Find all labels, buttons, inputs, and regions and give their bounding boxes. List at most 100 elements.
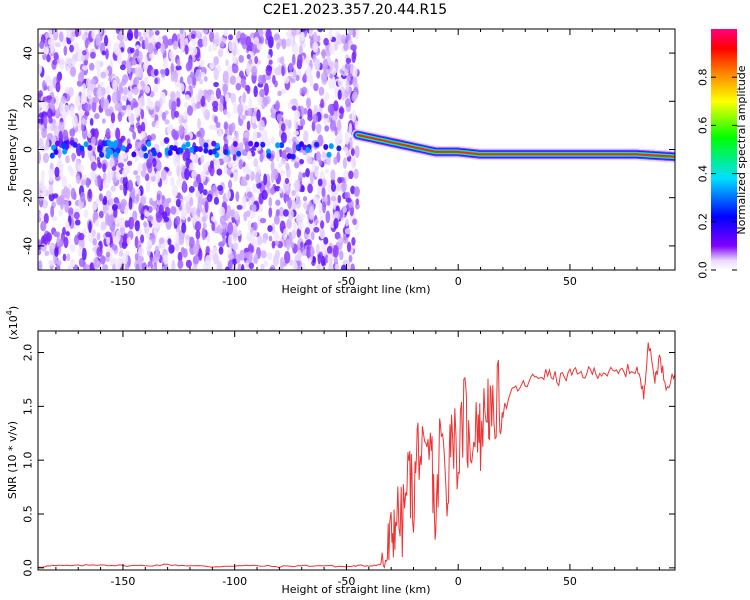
- spectrogram-noise-speck: [96, 232, 101, 241]
- spectrogram-noise-speck: [241, 114, 247, 120]
- spectrogram-noise-speck: [73, 42, 80, 53]
- spectrogram-noise-speck: [247, 168, 252, 176]
- spectrogram-noise-speck: [39, 211, 44, 219]
- spectrogram-zero-band-speck: [188, 146, 194, 153]
- spectrogram-noise-speck: [333, 257, 339, 266]
- spectrogram-noise-speck: [313, 31, 318, 44]
- spectrogram-noise-speck: [58, 194, 65, 205]
- spectrogram-noise-speck: [329, 106, 335, 117]
- spectrogram-noise-speck: [339, 250, 344, 261]
- spectrogram-noise-speck: [170, 205, 177, 215]
- spectrogram-noise-speck: [297, 54, 303, 66]
- spectrogram-noise-speck: [311, 256, 316, 263]
- spectrogram-noise-speck: [136, 176, 141, 186]
- spectrogram-zero-band-speck: [62, 148, 68, 155]
- spectrogram-noise-speck: [285, 38, 291, 48]
- spectrogram-noise-speck: [323, 37, 329, 46]
- spectrogram-noise-speck: [232, 242, 239, 251]
- spectrogram-noise-speck: [342, 206, 347, 213]
- spectrogram-noise-speck: [69, 106, 75, 118]
- spectrogram-noise-speck: [76, 175, 81, 185]
- spectrogram-noise-speck: [328, 77, 333, 90]
- spectrogram-noise-speck: [268, 235, 273, 242]
- spectrogram-noise-speck: [313, 196, 320, 205]
- spectrogram-noise-speck: [208, 44, 213, 53]
- spectrogram-noise-speck: [134, 235, 139, 249]
- spectrogram-noise-speck: [239, 249, 245, 261]
- spectrogram-noise-speck: [46, 54, 51, 63]
- spectrogram-noise-speck: [334, 231, 341, 240]
- spectrogram-noise-speck: [329, 72, 334, 80]
- spectrogram-noise-speck: [46, 132, 54, 141]
- spectrogram-noise-speck: [97, 174, 101, 188]
- spectrogram-noise-speck: [256, 182, 262, 189]
- spectrogram-noise-speck: [180, 246, 185, 255]
- spectrogram-noise-speck: [140, 196, 147, 206]
- spectrogram-zero-band-speck: [197, 146, 203, 153]
- spectrogram-noise-speck: [153, 69, 159, 77]
- spectrogram-noise-speck: [175, 198, 181, 208]
- colorbar: 0.0 0.2 0.4 0.6 0.8 Normalized spectral ampl…: [697, 29, 748, 279]
- spectrogram-noise-speck: [231, 258, 238, 265]
- spectrogram-noise-speck: [80, 179, 86, 186]
- spectrogram-noise-speck: [317, 178, 323, 187]
- spectrogram-noise-speck: [328, 60, 335, 68]
- spectrogram-noise-speck: [147, 266, 152, 270]
- spectrogram-noise-speck: [281, 38, 287, 50]
- spectrogram-noise-speck: [294, 179, 301, 192]
- spectrogram-noise-speck: [117, 162, 125, 169]
- spectrogram-noise-speck: [154, 30, 160, 36]
- spectrogram-noise-speck: [220, 41, 225, 48]
- spectrogram-ylabel: Frequency (Hz): [6, 109, 19, 192]
- spectrogram-noise-speck: [89, 118, 94, 126]
- spectrogram-noise-speck: [265, 64, 272, 76]
- spectrogram-noise-speck: [81, 117, 86, 125]
- spectrogram-noise-speck: [69, 128, 76, 137]
- spectrogram-noise-speck: [236, 230, 242, 237]
- spectrogram-zero-band-speck: [211, 140, 217, 147]
- spectrogram-noise-speck: [216, 224, 222, 234]
- spectrogram-noise-speck: [154, 77, 159, 85]
- spectrogram-noise-speck: [259, 153, 264, 163]
- spectrogram-noise-speck: [128, 71, 133, 81]
- spectrogram-noise-speck: [232, 154, 237, 162]
- spectrogram-zero-band-speck: [266, 152, 272, 159]
- spectrogram-noise-speck: [192, 243, 199, 255]
- spectrogram-noise-speck: [312, 41, 319, 53]
- spectrogram-noise-speck: [283, 119, 290, 127]
- spectrogram-noise-speck: [354, 120, 359, 131]
- spectrogram-noise-speck: [69, 243, 76, 252]
- spectrogram-noise-speck: [275, 100, 280, 113]
- spectrogram-noise-speck: [300, 35, 305, 42]
- spectrogram-noise-speck: [278, 162, 283, 169]
- spectrogram-zero-band-speck: [61, 142, 67, 149]
- spectrogram-noise-speck: [100, 71, 107, 79]
- spectrogram-noise-speck: [271, 240, 276, 249]
- spectrogram-noise-speck: [78, 232, 85, 241]
- spectrogram-noise-speck: [194, 221, 202, 232]
- spectrogram-noise-speck: [333, 217, 339, 229]
- spectrogram-noise-speck: [58, 121, 65, 133]
- spectrogram-noise-speck: [145, 180, 151, 193]
- spectrogram-noise-speck: [195, 190, 200, 198]
- spectrogram-zero-band-speck: [112, 151, 118, 158]
- spectrogram-noise-speck: [67, 207, 74, 215]
- spectrogram-noise-speck: [261, 189, 268, 201]
- spectrogram-zero-band-speck: [106, 139, 112, 146]
- spectrogram-zero-band-speck: [275, 142, 281, 149]
- spectrogram-noise-speck: [294, 110, 300, 120]
- spectrogram-noise-speck: [286, 131, 291, 139]
- spectrogram-noise-speck: [91, 203, 98, 211]
- spectrogram-xlabel: Height of straight line (km): [281, 283, 430, 296]
- spectrogram-noise-speck: [48, 81, 54, 93]
- spectrogram-noise-speck: [155, 159, 162, 172]
- spectrogram-zero-band-speck: [99, 151, 105, 158]
- spectrogram-noise-speck: [219, 214, 226, 226]
- spectrogram-noise-speck: [53, 52, 59, 61]
- spectrogram-noise-speck: [309, 171, 315, 185]
- spectrogram-ytick-label: -40: [22, 237, 35, 255]
- spectrogram-noise-speck: [336, 119, 342, 132]
- spectrogram-noise-speck: [203, 29, 209, 35]
- spectrogram-noise-speck: [61, 175, 68, 189]
- spectrogram-noise-speck: [298, 171, 303, 183]
